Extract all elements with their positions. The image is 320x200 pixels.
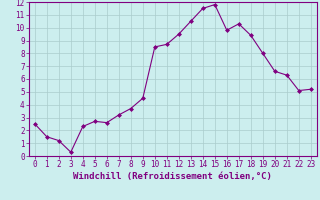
X-axis label: Windchill (Refroidissement éolien,°C): Windchill (Refroidissement éolien,°C)	[73, 172, 272, 181]
